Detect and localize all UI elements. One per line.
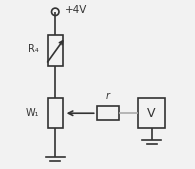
Text: R₄: R₄ xyxy=(28,44,39,54)
Bar xyxy=(48,35,63,66)
Text: r: r xyxy=(106,91,110,101)
Text: W₁: W₁ xyxy=(26,108,39,118)
Text: +4V: +4V xyxy=(65,5,88,15)
Bar xyxy=(138,98,165,128)
Text: V: V xyxy=(147,107,156,120)
Bar xyxy=(48,98,63,128)
Bar xyxy=(97,106,119,120)
